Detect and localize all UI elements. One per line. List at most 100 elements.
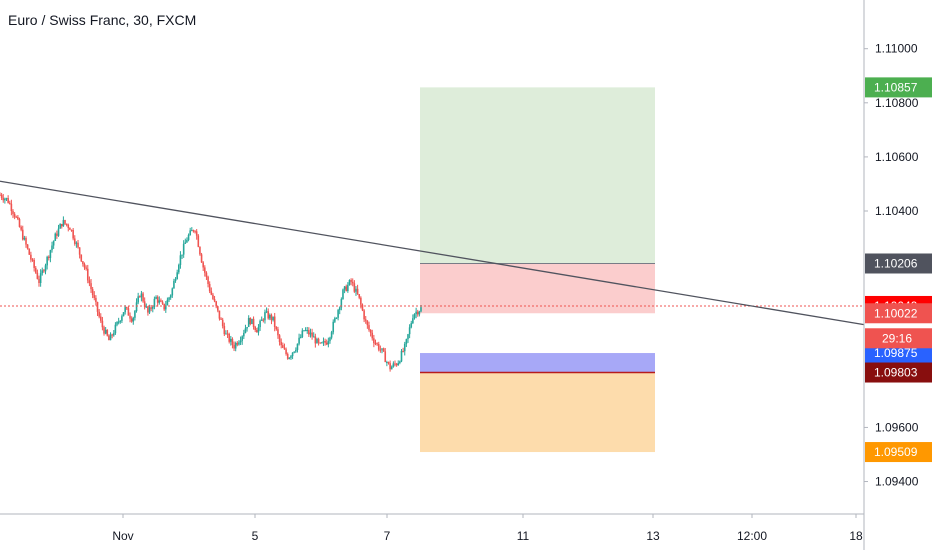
candle-body xyxy=(202,262,204,268)
candle-body xyxy=(231,338,234,345)
candle-body xyxy=(163,303,165,310)
candle-body xyxy=(389,363,391,370)
candle-body xyxy=(233,344,235,349)
candle-body xyxy=(327,341,330,345)
candle-body xyxy=(408,327,411,335)
candle-body xyxy=(280,342,283,346)
candle-body xyxy=(122,312,125,317)
candle-body xyxy=(181,254,183,256)
candle-body xyxy=(317,338,320,343)
candle-body xyxy=(4,198,6,201)
candle-body xyxy=(298,337,300,344)
candle-body xyxy=(155,296,157,299)
candle-body xyxy=(314,336,317,344)
candle-body xyxy=(392,363,395,367)
candle-body xyxy=(213,298,216,302)
candle-body xyxy=(395,363,398,366)
candle-body xyxy=(217,306,219,311)
candle-body xyxy=(350,280,352,282)
candle-body xyxy=(275,326,278,330)
candle-body xyxy=(36,272,39,279)
candle-body xyxy=(360,297,362,305)
price-tag-label: 1.09875 xyxy=(874,346,918,360)
candle-body xyxy=(34,267,37,273)
candle-body xyxy=(316,338,318,344)
candle-body xyxy=(173,280,175,289)
candle-body xyxy=(377,343,380,350)
candle-body xyxy=(402,350,404,352)
candle-body xyxy=(412,318,414,324)
candle-body xyxy=(145,306,148,308)
candle-body xyxy=(57,228,60,236)
candle-body xyxy=(101,320,104,328)
candle-body xyxy=(143,301,146,307)
candle-body xyxy=(410,323,413,328)
candle-body xyxy=(309,332,312,335)
candle-body xyxy=(52,240,55,246)
candle-body xyxy=(150,307,152,309)
candle-body xyxy=(49,250,52,258)
candle-body xyxy=(382,348,385,352)
candle-body xyxy=(285,349,287,355)
y-tick-label: 1.10800 xyxy=(875,96,919,110)
candle-body xyxy=(306,330,309,332)
candle-body xyxy=(43,270,45,272)
candle-body xyxy=(259,320,261,328)
candle-body xyxy=(264,312,266,321)
candle-body xyxy=(205,272,208,277)
candle-body xyxy=(296,343,299,350)
candle-body xyxy=(220,318,222,320)
x-tick-label: 5 xyxy=(252,529,259,543)
candle-body xyxy=(340,299,343,308)
candle-body xyxy=(69,227,71,230)
candle-body xyxy=(322,341,325,343)
candle-body xyxy=(51,245,53,251)
candle-body xyxy=(86,268,89,281)
candle-body xyxy=(241,336,243,341)
x-tick-label: 12:00 xyxy=(737,529,767,543)
candle-body xyxy=(109,334,112,341)
countdown-tag-box xyxy=(865,328,932,349)
price-tag-label: 1.10206 xyxy=(874,256,918,270)
candle-body xyxy=(257,327,260,333)
candle-body xyxy=(121,316,123,321)
candle-body xyxy=(17,216,19,220)
candle-body xyxy=(23,237,26,240)
candle-body xyxy=(83,264,86,268)
candle-body xyxy=(82,261,84,265)
candle-body xyxy=(355,288,357,292)
candle-body xyxy=(311,332,313,337)
candle-body xyxy=(93,295,96,298)
price-tag-box xyxy=(865,362,932,383)
candle-body xyxy=(351,281,354,284)
candle-body xyxy=(381,348,383,350)
candle-body xyxy=(153,298,156,307)
candle-body xyxy=(282,345,284,348)
candle-body xyxy=(345,286,348,292)
candle-body xyxy=(85,267,87,269)
candle-body xyxy=(277,329,279,336)
candle-body xyxy=(130,318,133,322)
candle-body xyxy=(247,318,250,328)
short-stop-zone xyxy=(420,353,655,373)
candle-body xyxy=(407,334,409,340)
candle-body xyxy=(286,354,289,359)
candle-body xyxy=(178,264,180,273)
candle-body xyxy=(343,286,346,290)
candle-body xyxy=(90,283,92,290)
candle-body xyxy=(192,230,195,232)
candle-body xyxy=(369,329,372,333)
candle-body xyxy=(111,334,113,336)
candle-body xyxy=(397,363,400,366)
candle-body xyxy=(278,335,281,343)
candle-body xyxy=(129,315,131,319)
candle-body xyxy=(189,230,191,236)
candle-body xyxy=(80,254,83,262)
candle-body xyxy=(361,304,364,311)
candle-body xyxy=(8,202,11,204)
candle-body xyxy=(415,311,417,315)
y-tick-label: 1.10600 xyxy=(875,150,919,164)
candle-body xyxy=(312,336,315,338)
candle-body xyxy=(269,314,271,319)
